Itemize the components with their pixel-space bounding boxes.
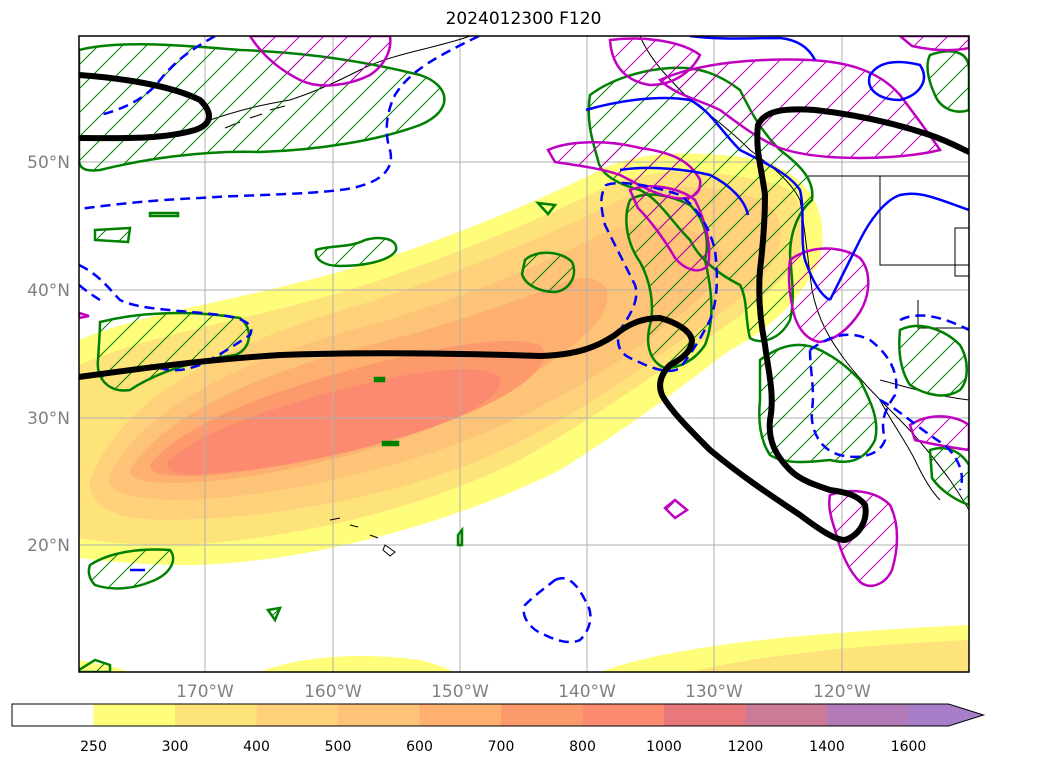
green-region-far-east bbox=[898, 324, 968, 397]
magenta-region-inner bbox=[628, 185, 711, 272]
colorbar-segment bbox=[12, 704, 94, 726]
blue-solid-top bbox=[689, 36, 817, 61]
lon-labels: 170°W 160°W 150°W 140°W 130°W 120°W bbox=[176, 682, 871, 702]
green-region-small-5 bbox=[148, 211, 180, 218]
lat-label-30: 30°N bbox=[27, 409, 70, 429]
green-region-small-1 bbox=[265, 606, 283, 623]
colorbar-tick-label: 400 bbox=[243, 739, 270, 755]
magenta-region-small bbox=[663, 498, 690, 520]
state-border-2 bbox=[954, 227, 969, 277]
lon-label-160w: 160°W bbox=[304, 682, 362, 702]
green-region-coast bbox=[758, 343, 878, 464]
colorbar-tick-label: 1200 bbox=[728, 739, 764, 755]
colorbar-tick-label: 500 bbox=[325, 739, 352, 755]
green-region-small-2 bbox=[534, 201, 558, 216]
colorbar-segment bbox=[501, 704, 583, 726]
blue-dashed-south bbox=[522, 576, 592, 644]
lon-label-130w: 130°W bbox=[685, 682, 743, 702]
green-region-east-top bbox=[926, 50, 969, 113]
ivt-800 bbox=[167, 369, 501, 475]
baja bbox=[879, 399, 941, 501]
colorbar-tick-label: 250 bbox=[80, 739, 107, 755]
blue-dashed-nw bbox=[79, 36, 480, 211]
jet-contours bbox=[79, 72, 969, 544]
colorbar-segment bbox=[93, 704, 176, 726]
blue-dashed-east bbox=[808, 314, 969, 491]
magenta-region-w-edge bbox=[79, 311, 90, 320]
colorbar-segment bbox=[338, 704, 420, 726]
colorbar-extend-arrow bbox=[908, 704, 984, 726]
colorbar-tick-label: 700 bbox=[488, 739, 515, 755]
green-region-mid bbox=[520, 251, 576, 294]
green-region-small-4 bbox=[79, 658, 112, 672]
lon-label-170w: 170°W bbox=[176, 682, 234, 702]
magenta-region-south bbox=[827, 489, 899, 587]
lat-labels: 50°N 40°N 30°N 20°N bbox=[27, 153, 70, 556]
colorbar-segment bbox=[664, 704, 746, 726]
green-region-small-6 bbox=[381, 440, 400, 447]
lat-label-50: 50°N bbox=[27, 153, 70, 173]
ivt-south-300 bbox=[690, 640, 969, 672]
blue-dashed-mid bbox=[600, 181, 719, 373]
magenta-region-east bbox=[908, 415, 969, 452]
blue-contours bbox=[79, 36, 969, 644]
colorbar-tick-label: 800 bbox=[569, 739, 596, 755]
green-region-w1 bbox=[93, 226, 132, 244]
green-region-small-7 bbox=[373, 376, 386, 383]
colorbar-tick-label: 1000 bbox=[646, 739, 682, 755]
lon-label-120w: 120°W bbox=[813, 682, 871, 702]
colorbar-tick-label: 1600 bbox=[891, 739, 927, 755]
colorbar-outline bbox=[11, 703, 986, 727]
map-title: 2024012300 F120 bbox=[445, 9, 602, 29]
ivt-south-b bbox=[260, 656, 455, 672]
colorbar-tick-label: 1400 bbox=[809, 739, 845, 755]
green-region-small-3 bbox=[456, 526, 464, 547]
jet-contour-main bbox=[79, 106, 969, 544]
lat-label-20: 20°N bbox=[27, 536, 70, 556]
lon-label-140w: 140°W bbox=[558, 682, 616, 702]
colorbar-segment bbox=[256, 704, 339, 726]
lat-label-40: 40°N bbox=[27, 281, 70, 301]
colorbar-segment bbox=[175, 704, 257, 726]
hawaii bbox=[329, 517, 396, 557]
colorbar-segment bbox=[827, 704, 909, 726]
map-frame bbox=[78, 35, 970, 673]
blue-solid-ne bbox=[585, 60, 969, 302]
colorbar-segment bbox=[582, 704, 665, 726]
jet-contour-nw bbox=[79, 72, 212, 142]
colorbar-tick-label: 300 bbox=[162, 739, 189, 755]
colorbar-tick-label: 600 bbox=[406, 739, 433, 755]
state-border-1 bbox=[879, 176, 969, 266]
colorbar-segment bbox=[419, 704, 502, 726]
colorbar: 250 300 400 500 600 700 800 1000 1200 1400 1600 bbox=[11, 703, 986, 755]
colorbar-segment bbox=[745, 704, 828, 726]
blue-dashed-w bbox=[79, 263, 253, 372]
lon-label-150w: 150°W bbox=[431, 682, 489, 702]
magenta-region-nw bbox=[248, 36, 392, 87]
magenta-hatch-regions bbox=[79, 36, 969, 587]
green-region-w2 bbox=[314, 236, 398, 268]
